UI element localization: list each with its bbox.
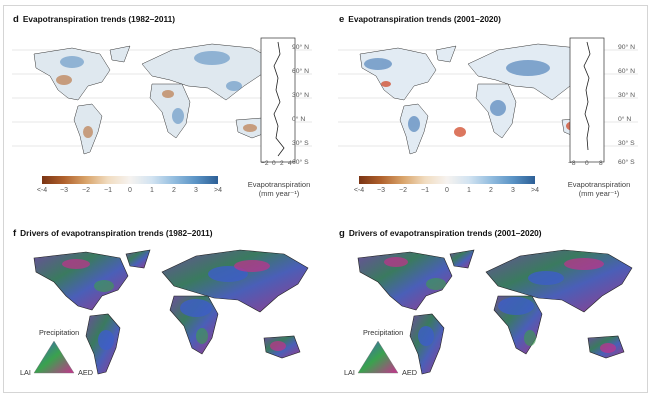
panel-d-map xyxy=(12,37,312,163)
lat-label: 90° N xyxy=(292,44,310,51)
cbar-tick: 1 xyxy=(150,187,154,194)
lat-label: 30° S xyxy=(292,140,309,147)
cbar-tick: >4 xyxy=(214,187,222,194)
lat-label: 0° N xyxy=(618,116,632,123)
lat-label: 60° N xyxy=(618,68,636,75)
ternary-label-right: AED xyxy=(78,368,94,377)
cbar-tick: <-4 xyxy=(36,187,48,194)
side-profile-d xyxy=(260,37,296,163)
colorbar-label: Evapotranspiration (mm year⁻¹) xyxy=(247,180,311,198)
side-tick: 8 xyxy=(599,160,603,167)
panel-e-map xyxy=(338,37,638,163)
side-tick: −8 xyxy=(568,160,576,167)
ternary-legend-g xyxy=(357,340,399,374)
cbar-tick: 0 xyxy=(445,187,449,194)
cbar-tick: −2 xyxy=(82,187,90,194)
colorbar-label: Evapotranspiration (mm year⁻¹) xyxy=(567,180,631,198)
ternary-label-left: LAI xyxy=(344,368,355,377)
lat-label: 0° N xyxy=(292,116,306,123)
dry-trend-patches xyxy=(56,75,257,138)
colorbar-e xyxy=(359,176,535,184)
cbar-tick: 0 xyxy=(128,187,132,194)
cbar-tick: 3 xyxy=(511,187,515,194)
lat-label: 60° N xyxy=(292,68,310,75)
cbar-tick: 1 xyxy=(467,187,471,194)
cbar-tick: −1 xyxy=(104,187,112,194)
side-tick: 2 xyxy=(280,160,284,167)
lat-label: 30° N xyxy=(292,92,310,99)
cbar-tick: −2 xyxy=(399,187,407,194)
cbar-tick: 2 xyxy=(489,187,493,194)
panel-f-title: f Drivers of evapotranspiration trends (1… xyxy=(13,228,213,239)
cbar-tick: <-4 xyxy=(353,187,365,194)
lat-label: 90° N xyxy=(618,44,636,51)
lat-label: 60° S xyxy=(618,159,635,166)
ternary-label-right: AED xyxy=(402,368,418,377)
lat-label: 60° S xyxy=(292,159,309,166)
colorbar-d xyxy=(42,176,218,184)
side-tick: 4 xyxy=(288,160,292,167)
panel-f-map xyxy=(33,249,309,375)
ternary-label-top: Precipitation xyxy=(363,328,404,337)
ternary-label-left: LAI xyxy=(20,368,31,377)
panel-g-map xyxy=(357,249,633,375)
cbar-tick: 3 xyxy=(194,187,198,194)
lat-label: 30° S xyxy=(618,140,635,147)
cbar-tick: 2 xyxy=(172,187,176,194)
lat-label: 30° N xyxy=(618,92,636,99)
side-tick: −2 xyxy=(261,160,269,167)
panel-e-title: e Evapotranspiration trends (2001–2020) xyxy=(339,14,501,25)
ternary-legend-f xyxy=(33,340,75,374)
panel-g-title: g Drivers of evapotranspiration trends (2… xyxy=(339,228,542,239)
panel-d-title: d Evapotranspiration trends (1982–2011) xyxy=(13,14,175,25)
ternary-label-top: Precipitation xyxy=(39,328,80,337)
figure-frame: d Evapotranspiration trends (1982–2011) xyxy=(3,5,648,393)
wet-trend-patches xyxy=(60,51,242,124)
side-tick: 0 xyxy=(272,160,276,167)
cbar-tick: −3 xyxy=(377,187,385,194)
side-tick: 0 xyxy=(585,160,589,167)
cbar-tick: −3 xyxy=(60,187,68,194)
cbar-tick: −1 xyxy=(421,187,429,194)
cbar-tick: >4 xyxy=(531,187,539,194)
